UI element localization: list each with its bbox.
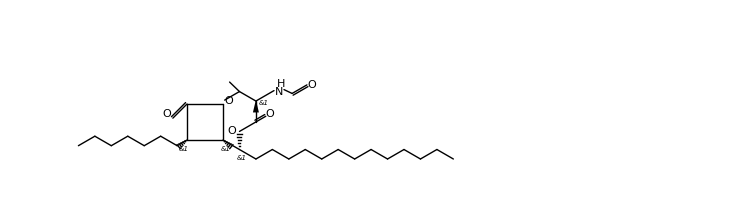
- Text: N: N: [275, 87, 283, 97]
- Text: O: O: [225, 96, 234, 106]
- Text: O: O: [163, 109, 171, 119]
- Polygon shape: [253, 101, 259, 112]
- Text: &1: &1: [179, 146, 189, 152]
- Text: &1: &1: [259, 100, 269, 106]
- Text: O: O: [265, 109, 274, 119]
- Text: O: O: [227, 126, 236, 137]
- Text: &1: &1: [221, 146, 231, 152]
- Text: O: O: [307, 80, 316, 90]
- Text: H: H: [277, 79, 285, 89]
- Text: &1: &1: [236, 155, 246, 162]
